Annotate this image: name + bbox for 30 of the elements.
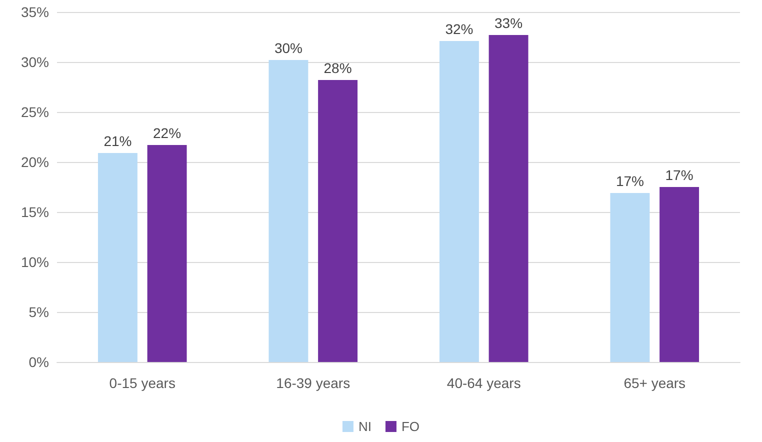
legend-label: NI: [358, 419, 372, 434]
bar: [660, 187, 700, 362]
data-label: 32%: [445, 21, 474, 37]
legend-label: FO: [401, 419, 420, 434]
y-tick-label: 5%: [28, 304, 49, 320]
y-tick-label: 35%: [20, 4, 49, 20]
x-tick-label: 0-15 years: [109, 375, 176, 391]
bar: [98, 153, 138, 362]
y-tick-label: 30%: [20, 54, 49, 70]
bar: [268, 60, 308, 362]
x-tick-label: 40-64 years: [446, 375, 521, 391]
bar: [147, 145, 187, 362]
y-tick-label: 0%: [28, 354, 49, 370]
data-label: 33%: [494, 15, 523, 31]
x-tick-label: 65+ years: [624, 375, 686, 391]
y-tick-label: 15%: [20, 204, 49, 220]
data-label: 30%: [274, 40, 302, 56]
x-tick-label: 16-39 years: [276, 375, 350, 391]
y-tick-label: 20%: [20, 154, 49, 170]
data-label: 22%: [153, 125, 182, 141]
bar: [488, 35, 528, 362]
y-tick-label: 10%: [20, 254, 49, 270]
bar: [318, 80, 358, 362]
data-label: 28%: [324, 60, 352, 76]
bar: [439, 41, 479, 362]
bar: [610, 193, 650, 362]
data-label: 17%: [665, 167, 694, 183]
data-label: 21%: [104, 133, 132, 149]
y-tick-label: 25%: [20, 104, 49, 120]
data-label: 17%: [616, 173, 644, 189]
